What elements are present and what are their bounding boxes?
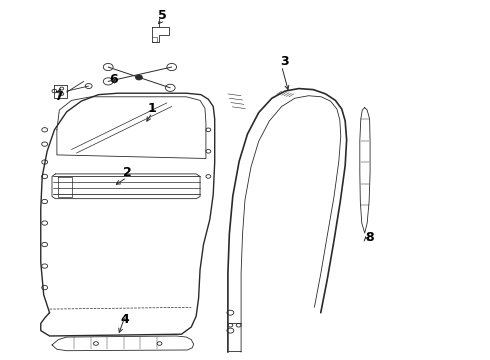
Text: 5: 5	[158, 9, 166, 22]
Text: 8: 8	[365, 231, 374, 244]
Circle shape	[136, 75, 143, 80]
Text: 1: 1	[148, 102, 156, 115]
Text: 7: 7	[54, 90, 63, 103]
Text: 2: 2	[123, 166, 132, 179]
Text: 6: 6	[109, 73, 118, 86]
Text: 4: 4	[121, 313, 130, 327]
Text: 3: 3	[280, 55, 289, 68]
